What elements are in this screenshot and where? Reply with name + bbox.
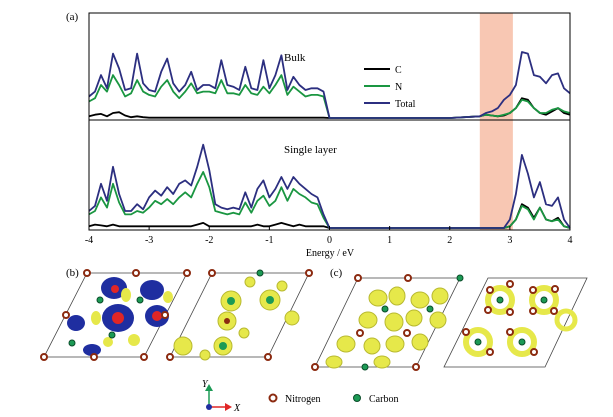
series-line-total-bulk: [88, 51, 571, 119]
series-line-total-single-layer: [88, 143, 571, 229]
axis-label-y: Y: [202, 379, 209, 390]
legend-label-total: Total: [395, 99, 416, 110]
legend: CN Total: [364, 65, 416, 110]
panel-label-a: (a): [66, 11, 79, 23]
x-tick-label: -1: [265, 235, 273, 246]
panel-label-bulk: Bulk: [284, 52, 306, 64]
carbon-label: Carbon: [369, 394, 398, 405]
legend-label-c: C: [395, 65, 402, 76]
carbon-marker: [353, 394, 361, 402]
highlight-band: [479, 13, 513, 230]
series-line-n-bulk: [88, 74, 571, 119]
x-axis-label: Energy / eV: [306, 248, 355, 259]
nitrogen-marker: [268, 393, 278, 403]
structure-c-right: [443, 277, 588, 368]
x-tick-label: -4: [85, 235, 93, 246]
axis-triad: [205, 384, 232, 411]
x-tick-label: 3: [507, 235, 512, 246]
panel-label-single-layer: Single layer: [284, 144, 337, 156]
x-tick-label: -3: [145, 235, 153, 246]
structure-b-left: [40, 269, 191, 361]
x-tick-label: 0: [327, 235, 332, 246]
structure-c-left: [311, 274, 464, 371]
panel-label-b: (b): [66, 267, 79, 279]
x-tick-label: 4: [568, 235, 573, 246]
legend-label-n: N: [395, 82, 402, 93]
x-tick-label: -2: [205, 235, 213, 246]
axis-label-x: X: [233, 403, 241, 414]
x-tick-label: 1: [387, 235, 392, 246]
structure-b-right: [166, 269, 313, 361]
panel-label-c: (c): [330, 267, 343, 279]
x-axis-ticks: -4 -3 -2 -1 0 1 2 3 4: [85, 226, 573, 246]
nitrogen-label: Nitrogen: [285, 394, 321, 405]
x-tick-label: 2: [447, 235, 452, 246]
